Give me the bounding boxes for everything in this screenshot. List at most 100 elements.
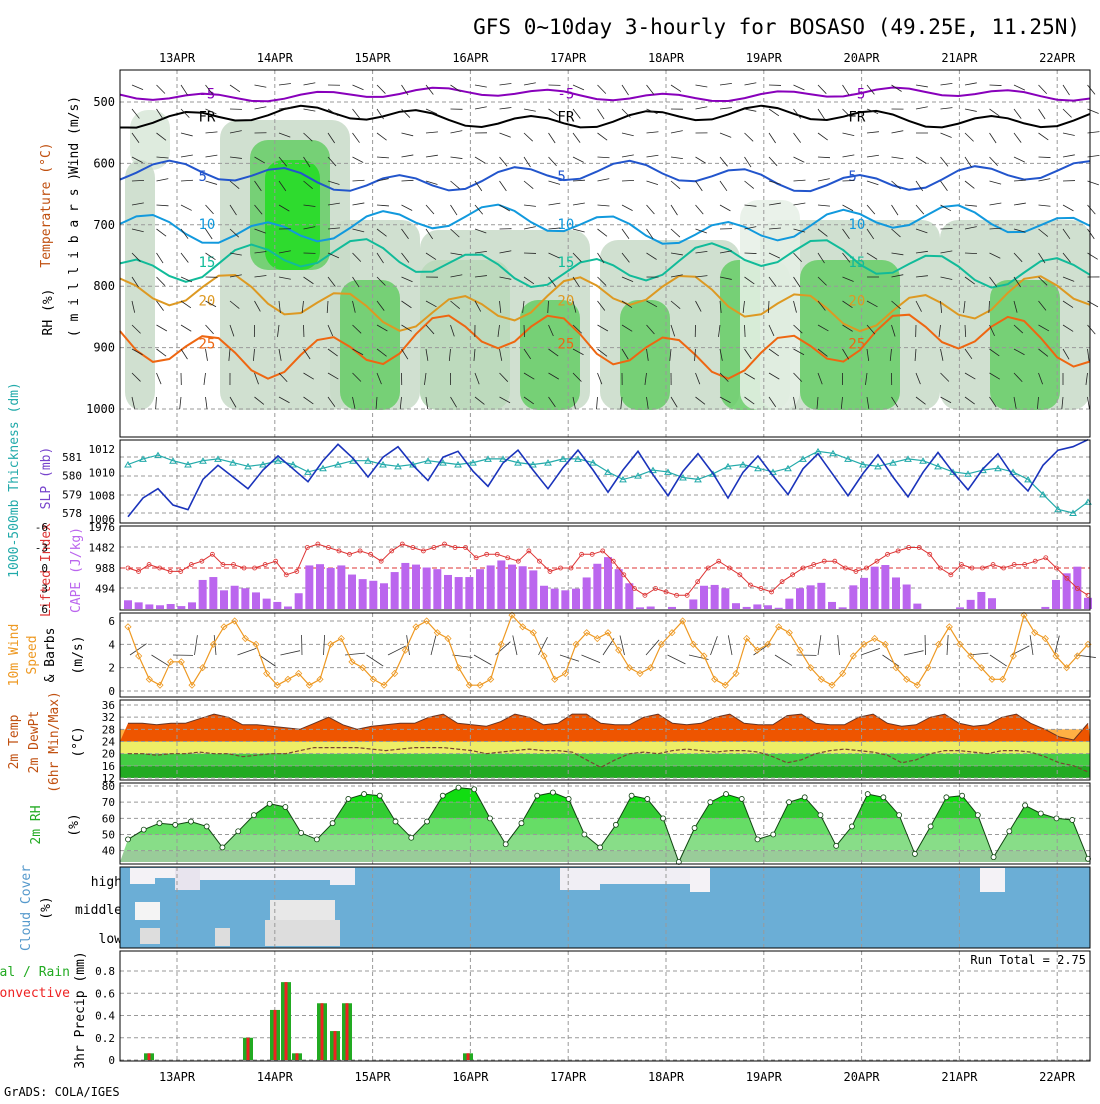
rh-point — [440, 793, 445, 798]
rh-shading — [125, 160, 155, 410]
cape-tick: 494 — [95, 583, 115, 596]
temp-band — [120, 754, 1090, 766]
rh-point — [204, 824, 209, 829]
rh-point — [834, 843, 839, 848]
cape-bar — [305, 565, 313, 609]
temp2m-label-c: (6hr Min/Max) — [47, 691, 62, 793]
rh-point — [267, 801, 272, 806]
cape-bar — [828, 602, 836, 609]
rh-point — [519, 821, 524, 826]
wind-barb — [745, 253, 757, 254]
slp-tick: 1010 — [89, 466, 116, 479]
cloud-cell — [270, 900, 335, 922]
slp-label: SLP (mb) — [39, 447, 54, 510]
date-label-bottom: 13APR — [159, 1070, 196, 1084]
rh2m-label: 2m RH — [29, 805, 44, 844]
millibars-label: ( m i l l i b a r s ) — [67, 173, 82, 337]
lifted-tick: -6 — [35, 521, 48, 534]
date-label-top: 20APR — [844, 51, 881, 65]
rh-point — [613, 822, 618, 827]
cape-bar — [551, 589, 559, 609]
rh-tick: 50 — [102, 829, 115, 842]
cape-bar — [764, 605, 772, 609]
isotherm-label-FR: FR — [199, 109, 216, 125]
rh-point — [881, 795, 886, 800]
cape-bar — [273, 602, 281, 609]
isotherm-label-5: 5 — [848, 169, 856, 185]
rh-point — [472, 787, 477, 792]
rh-point — [897, 813, 902, 818]
cape-bar — [593, 564, 601, 609]
rh-point — [236, 829, 241, 834]
rh-point — [487, 816, 492, 821]
pressure-tick: 600 — [93, 156, 115, 170]
cloud-cell — [175, 868, 200, 890]
cape-bar — [209, 577, 217, 609]
rh-point — [377, 793, 382, 798]
wind-label: Wind (m/s) — [67, 96, 82, 174]
isotherm-label-5: 5 — [199, 169, 207, 185]
rh-band — [120, 851, 1090, 862]
precip-tick: 0.6 — [95, 987, 115, 1000]
cape-bar — [369, 581, 377, 609]
cape-bar — [625, 583, 633, 609]
cape-bar — [135, 602, 143, 609]
cape-bar — [711, 585, 719, 609]
cape-bar — [423, 568, 431, 609]
precip-convective-bar — [274, 1010, 277, 1060]
temp2m-label-b: 2m DewPt — [27, 711, 42, 774]
rh-label: RH (%) — [41, 289, 56, 336]
date-label-top: 17APR — [550, 51, 587, 65]
rh-shading — [740, 200, 800, 410]
thickness-tick: 579 — [62, 488, 82, 501]
precip-label-a: Total / Rain — [0, 965, 70, 980]
isotherm-label-15: 15 — [199, 255, 216, 271]
precip-tick: 0.2 — [95, 1032, 115, 1045]
rh-point — [299, 830, 304, 835]
cloud-low-label: low — [99, 932, 123, 947]
rh-point — [786, 800, 791, 805]
lifted-tick: 6 — [41, 603, 48, 616]
date-label-bottom: 20APR — [844, 1070, 881, 1084]
rh-point — [975, 813, 980, 818]
date-label-top: 22APR — [1039, 51, 1076, 65]
isotherm-label-15: 15 — [848, 255, 865, 271]
rh-point — [393, 819, 398, 824]
cape-bar — [487, 565, 495, 609]
cape-bar — [572, 589, 580, 609]
cape-bar — [412, 565, 420, 609]
run-total-label: Run Total = 2.75 — [970, 953, 1086, 967]
date-label-bottom: 19APR — [746, 1070, 783, 1084]
thickness-label: 1000-500mb Thickness (dm) — [7, 382, 22, 578]
cloud-cell — [130, 868, 155, 884]
date-label-top: 14APR — [257, 51, 294, 65]
temp2m-label-a: 2m Temp — [7, 714, 22, 769]
wind-barb — [524, 325, 525, 337]
date-label-top: 16APR — [452, 51, 489, 65]
cape-bar — [753, 604, 761, 609]
temp-tick: 24 — [102, 736, 116, 749]
wind10m-label-c: & Barbs — [43, 628, 58, 683]
date-label-top: 13APR — [159, 51, 196, 65]
cape-bar — [604, 557, 612, 609]
rh-point — [173, 822, 178, 827]
cape-label: CAPE (J/kg) — [69, 527, 84, 613]
cape-bar — [540, 586, 548, 609]
rh-point — [818, 813, 823, 818]
rh-shading — [340, 280, 400, 410]
date-label-bottom: 16APR — [452, 1070, 489, 1084]
precip-tick: 0.8 — [95, 965, 115, 978]
lifted-tick: 0 — [41, 562, 48, 575]
cape-bar — [785, 599, 793, 609]
precip-tick: 0 — [108, 1054, 115, 1067]
rh-point — [928, 824, 933, 829]
date-label-bottom: 17APR — [550, 1070, 587, 1084]
rh-point — [991, 855, 996, 860]
rh-point — [912, 851, 917, 856]
cape-bar — [1084, 598, 1092, 609]
cape-bar — [380, 583, 388, 609]
cape-bar — [1052, 580, 1060, 609]
cape-bar — [348, 575, 356, 609]
cloud-cell — [200, 868, 330, 880]
cape-bar — [316, 564, 324, 609]
